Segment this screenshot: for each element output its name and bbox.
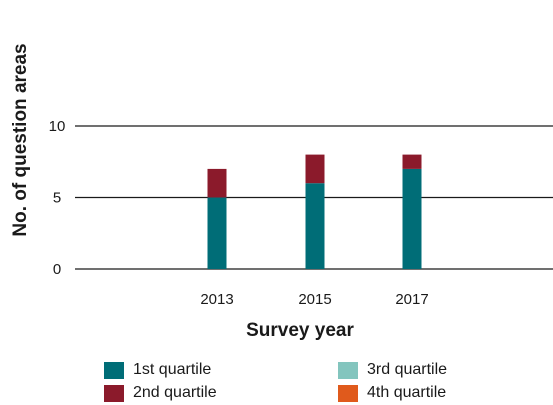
legend-item-1st-quartile: 1st quartile (104, 359, 211, 381)
legend-swatch (104, 361, 124, 379)
legend-label: 3rd quartile (367, 361, 448, 378)
x-axis-title: Survey year (246, 320, 354, 341)
y-tick-label: 0 (53, 261, 61, 278)
legend-swatch (104, 384, 124, 402)
bar-2015-series-1 (305, 183, 325, 269)
legend-label: 2nd quartile (133, 384, 217, 401)
bar-2013-series-1 (207, 197, 227, 269)
x-tick-label: 2017 (395, 291, 428, 308)
x-tick-label: 2015 (298, 291, 331, 308)
legend-item-4th-quartile: 4th quartile (338, 382, 446, 404)
y-tick-labels: 0 5 10 (49, 118, 66, 278)
legend-item-3rd-quartile: 3rd quartile (338, 359, 447, 381)
bar-2017-series-1 (402, 168, 422, 269)
legend-item-2nd-quartile: 2nd quartile (104, 382, 217, 404)
bars (207, 154, 422, 269)
legend: 1st quartile 2nd quartile 3rd quartile 4… (0, 357, 553, 405)
legend-swatch (338, 361, 358, 379)
bar-2013-series-2 (207, 168, 227, 198)
x-tick-labels: 2013 2015 2017 (200, 291, 428, 308)
legend-label: 4th quartile (367, 384, 447, 401)
y-axis-title: No. of question areas (10, 43, 31, 236)
legend-label: 1st quartile (133, 361, 212, 378)
legend-swatch (338, 384, 358, 402)
y-tick-label: 5 (53, 190, 61, 207)
y-tick-label: 10 (49, 118, 66, 135)
bar-2015-series-2 (305, 154, 325, 184)
bar-2017-series-2 (402, 154, 422, 169)
stacked-bar-chart: 0 5 10 2013 2015 2017 Survey year No. of que… (10, 43, 553, 341)
x-tick-label: 2013 (200, 291, 233, 308)
